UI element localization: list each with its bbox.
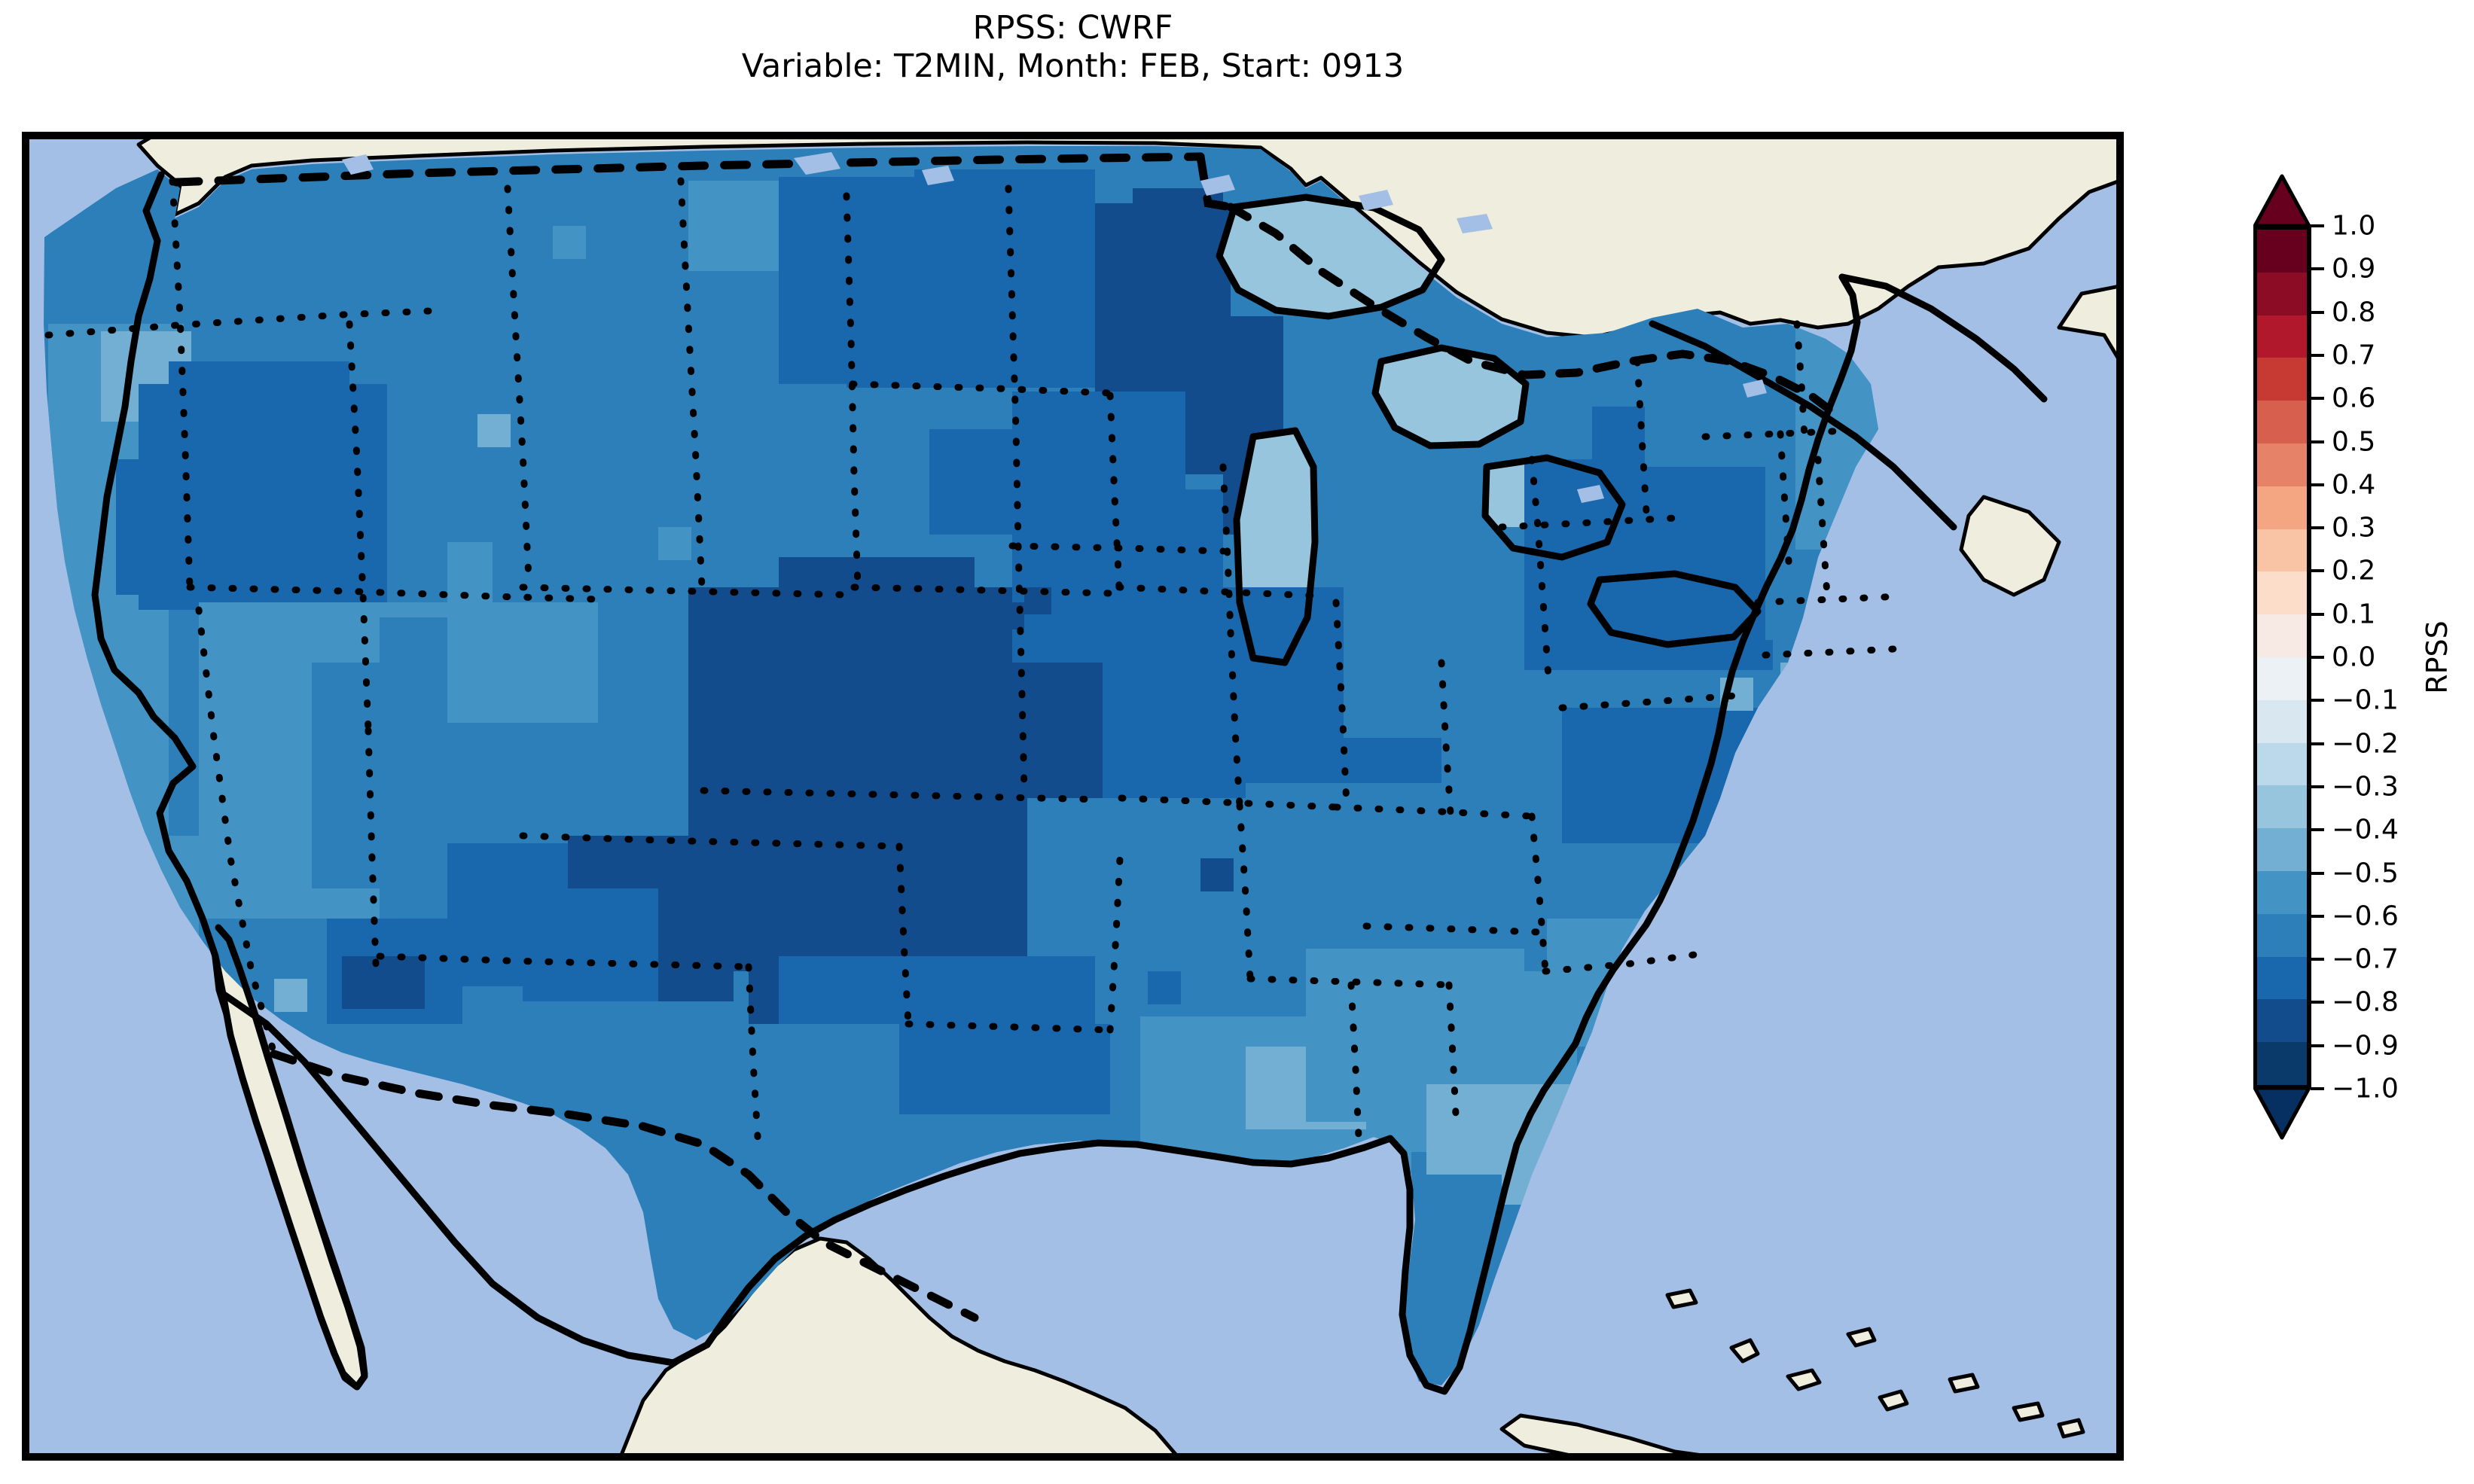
colorbar-tick [2311,1087,2324,1090]
conus-rpss-map [26,136,2120,1457]
colorbar-axis-line [2308,226,2311,1089]
colorbar-band [2257,358,2307,401]
colorbar-extend-bottom-arrow [2253,1086,2311,1140]
colorbar-tick [2311,1044,2324,1047]
chart-title-block: RPSS: CWRF Variable: T2MIN, Month: FEB, … [0,0,2146,85]
colorbar[interactable]: 1.0 0.9 0.8 0.7 0.6 0.5 0.4 0.3 0.2 0.1 0.0 −0.1 −0.… [2253,132,2472,1461]
colorbar-extend-top-arrow [2253,174,2311,227]
colorbar-tick [2311,742,2324,745]
colorbar-tick [2311,569,2324,573]
colorbar-tick [2311,440,2324,443]
colorbar-tick-label: −0.6 [2332,900,2399,932]
colorbar-band [2257,1042,2307,1085]
colorbar-band [2257,999,2307,1043]
colorbar-tick-label: −0.7 [2332,943,2399,975]
colorbar-tick-label: −0.9 [2332,1030,2399,1062]
colorbar-tick [2311,224,2324,227]
colorbar-band [2257,230,2307,273]
colorbar-tick [2311,699,2324,702]
colorbar-tick-label: 0.9 [2332,253,2376,285]
colorbar-gradient[interactable] [2253,226,2311,1089]
colorbar-tick [2311,828,2324,832]
colorbar-tick [2311,785,2324,788]
colorbar-band [2257,571,2307,615]
colorbar-tick-label: 0.0 [2332,641,2376,673]
colorbar-tick-label: −0.8 [2332,986,2399,1018]
colorbar-tick [2311,353,2324,357]
colorbar-tick-label: −0.1 [2332,684,2399,716]
colorbar-tick-label: 0.6 [2332,382,2376,414]
colorbar-band [2257,699,2307,743]
colorbar-band [2257,657,2307,700]
colorbar-tick-label: −0.2 [2332,728,2399,760]
colorbar-band [2257,828,2307,871]
colorbar-band [2257,272,2307,315]
colorbar-band [2257,742,2307,786]
colorbar-band [2257,486,2307,529]
colorbar-tick-label: −0.3 [2332,771,2399,803]
colorbar-tick [2311,310,2324,314]
inland-lakes [342,152,1991,601]
colorbar-tick [2311,612,2324,616]
colorbar-tick [2311,526,2324,530]
colorbar-band [2257,443,2307,486]
colorbar-tick-label: 0.5 [2332,426,2376,457]
land-outside-domain [136,136,2120,1457]
colorbar-tick [2311,1001,2324,1004]
colorbar-band [2257,870,2307,914]
colorbar-tick [2311,656,2324,659]
colorbar-tick-label: 0.3 [2332,512,2376,544]
colorbar-tick [2311,871,2324,875]
colorbar-axis-label: RPSS [2421,620,2454,694]
colorbar-tick-label: −0.4 [2332,814,2399,846]
colorbar-tick-label: 1.0 [2332,210,2376,242]
coastline [91,171,2048,1395]
state-boundaries [44,152,1905,1322]
colorbar-tick-label: −1.0 [2332,1073,2399,1105]
colorbar-band [2257,785,2307,829]
colorbar-tick-label: 0.7 [2332,340,2376,371]
colorbar-tick [2311,267,2324,271]
page-title: RPSS: CWRF [972,9,1173,47]
map-plot-area [22,132,2124,1461]
colorbar-tick [2311,483,2324,486]
colorbar-band [2257,956,2307,1000]
colorbar-band [2257,913,2307,957]
colorbar-tick-label: 0.4 [2332,469,2376,501]
colorbar-band [2257,315,2307,358]
colorbar-tick [2311,397,2324,401]
colorbar-tick-label: 0.8 [2332,297,2376,328]
colorbar-band [2257,401,2307,443]
colorbar-tick [2311,958,2324,961]
colorbar-tick [2311,914,2324,918]
colorbar-tick-label: 0.2 [2332,555,2376,587]
colorbar-tick-label: 0.1 [2332,599,2376,630]
colorbar-tick-label: −0.5 [2332,858,2399,888]
chart-subtitle: Variable: T2MIN, Month: FEB, Start: 0913 [741,47,1405,85]
colorbar-band [2257,614,2307,657]
colorbar-band [2257,529,2307,572]
